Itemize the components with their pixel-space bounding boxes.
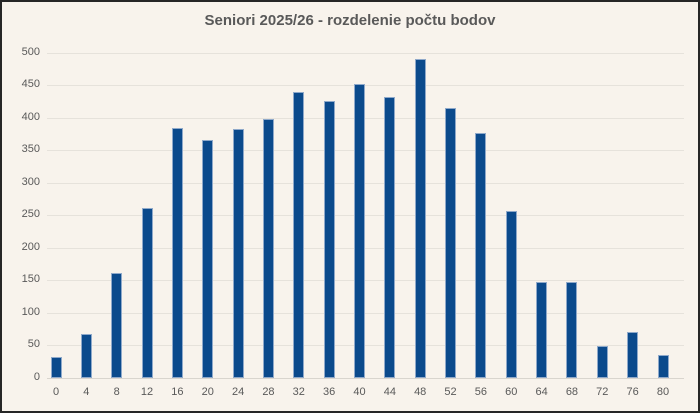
y-axis-tick-label: 400 bbox=[21, 110, 40, 123]
x-axis-tick-label: 80 bbox=[656, 386, 670, 398]
bar bbox=[202, 139, 214, 378]
x-axis-tick-label: 0 bbox=[52, 386, 60, 398]
y-axis-tick-label: 0 bbox=[33, 371, 40, 383]
bar bbox=[80, 334, 92, 378]
bar bbox=[111, 272, 123, 378]
gridline bbox=[47, 312, 684, 314]
y-axis-tick-label: 50 bbox=[27, 338, 40, 351]
bar bbox=[141, 208, 153, 378]
gridline bbox=[47, 117, 684, 119]
bar bbox=[232, 128, 244, 378]
bar bbox=[657, 355, 669, 378]
gridline bbox=[47, 182, 684, 184]
y-axis-tick-label: 100 bbox=[21, 305, 40, 318]
gridline bbox=[47, 52, 684, 54]
bar bbox=[262, 118, 274, 378]
y-axis-tick-label: 500 bbox=[21, 45, 40, 58]
x-axis-tick-label: 4 bbox=[83, 386, 90, 398]
bar bbox=[323, 100, 335, 378]
y-axis-tick-label: 150 bbox=[21, 273, 40, 286]
bar bbox=[50, 357, 62, 378]
x-axis-tick-label: 52 bbox=[444, 386, 457, 398]
x-axis-line bbox=[47, 378, 684, 379]
gridline bbox=[47, 345, 684, 347]
x-axis-tick-label: 24 bbox=[231, 386, 245, 398]
gridline bbox=[47, 215, 684, 217]
x-axis-tick-label: 12 bbox=[140, 386, 154, 398]
x-axis-tick-label: 36 bbox=[323, 386, 336, 398]
x-axis-tick-label: 8 bbox=[113, 386, 120, 398]
bar bbox=[354, 83, 365, 378]
x-axis-tick-label: 40 bbox=[353, 386, 366, 398]
y-axis-tick-label: 200 bbox=[21, 240, 40, 253]
x-axis-tick-label: 16 bbox=[171, 386, 184, 398]
bar bbox=[171, 128, 183, 378]
bar bbox=[384, 96, 396, 378]
y-axis-tick-label: 450 bbox=[21, 78, 40, 91]
bar bbox=[536, 282, 548, 378]
bar bbox=[293, 92, 305, 378]
bar bbox=[414, 59, 426, 378]
x-axis-tick-label: 44 bbox=[383, 386, 396, 398]
bar bbox=[596, 346, 608, 378]
x-axis-tick-label: 28 bbox=[262, 386, 275, 398]
gridline bbox=[47, 85, 684, 87]
x-axis-tick-label: 60 bbox=[505, 386, 518, 398]
x-axis-tick-label: 68 bbox=[565, 386, 579, 398]
gridline bbox=[47, 280, 684, 282]
chart-title: Seniori 2025/26 - rozdelenie počtu bodov bbox=[204, 12, 496, 29]
y-axis-tick-label: 300 bbox=[21, 175, 40, 188]
y-axis-tick-label: 350 bbox=[21, 143, 40, 156]
bar bbox=[475, 132, 487, 378]
bar bbox=[627, 332, 639, 378]
x-axis-tick-label: 20 bbox=[201, 386, 214, 398]
y-axis-tick-label: 250 bbox=[21, 208, 40, 221]
x-axis-tick-label: 72 bbox=[596, 386, 609, 398]
x-axis-tick-label: 56 bbox=[474, 386, 488, 398]
bar bbox=[505, 210, 517, 378]
x-axis-tick-label: 64 bbox=[535, 386, 548, 398]
x-axis-tick-label: 48 bbox=[414, 386, 427, 398]
x-axis-tick-label: 76 bbox=[626, 386, 639, 398]
gridline bbox=[47, 150, 684, 152]
bar bbox=[445, 108, 457, 378]
gridline bbox=[47, 247, 684, 249]
bar bbox=[566, 281, 578, 378]
x-axis-tick-label: 32 bbox=[292, 386, 305, 398]
